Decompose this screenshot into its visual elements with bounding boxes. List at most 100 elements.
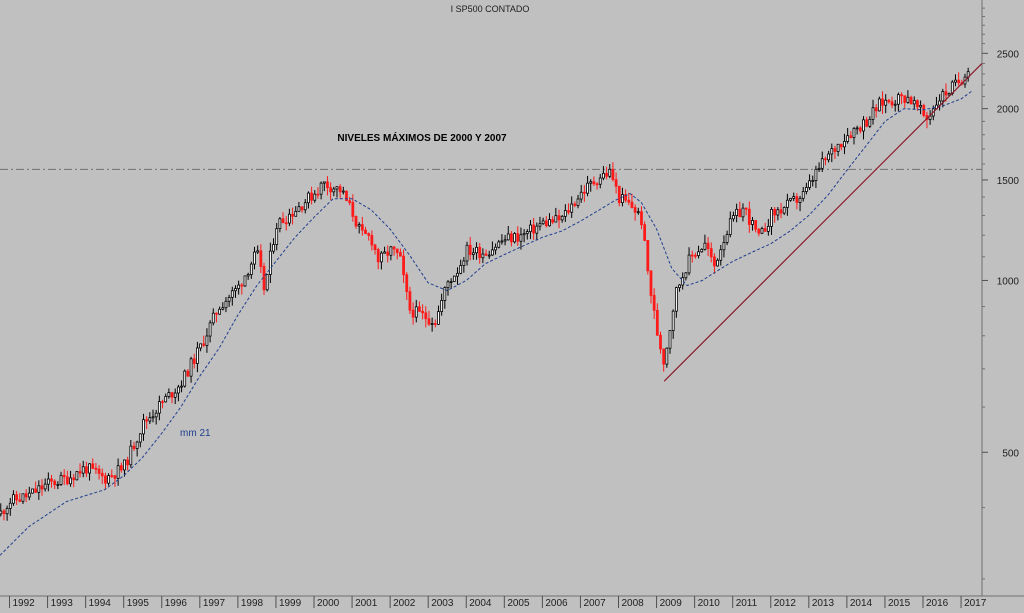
candle-body [15, 494, 19, 501]
candle-body [43, 483, 47, 490]
candle-body [281, 218, 285, 224]
candle-body [227, 296, 231, 302]
candle-body [56, 484, 60, 486]
candle-body [595, 183, 599, 186]
candle-body [497, 241, 501, 248]
candle-body [640, 211, 643, 226]
time-axis-year-label: 2016 [926, 598, 949, 608]
candle-body [684, 272, 688, 279]
price-axis-tick-label: 500 [1002, 448, 1019, 459]
candle-body [5, 508, 9, 515]
candle-body [576, 198, 580, 206]
candle-body [262, 266, 266, 291]
candle-body [322, 181, 326, 184]
candle-body [525, 231, 529, 234]
candle-body [81, 466, 85, 474]
candle-body [770, 209, 773, 227]
candle-body [27, 492, 31, 498]
candle-body [811, 180, 815, 182]
time-axis-year-label: 2010 [698, 598, 721, 608]
candle-body [919, 105, 922, 108]
candle-body [881, 98, 884, 106]
candle-body [249, 263, 253, 275]
candle-body [430, 323, 434, 325]
candle-body [671, 310, 675, 331]
candle-body [912, 100, 916, 105]
candle-body [674, 287, 678, 312]
candle-body [338, 186, 342, 193]
candle-body [538, 223, 542, 227]
candle-body [75, 471, 79, 481]
time-axis-year-label: 2004 [469, 598, 492, 608]
candle-body [367, 233, 371, 236]
time-axis-year-label: 2013 [812, 598, 835, 608]
candle-body [776, 209, 780, 216]
candle-body [627, 199, 631, 203]
candle-body [643, 224, 647, 241]
candle-body [291, 213, 294, 217]
series-layer [0, 63, 983, 556]
candle-body [722, 241, 726, 251]
time-axis-year-label: 2012 [774, 598, 797, 608]
candle-body [129, 445, 133, 466]
candle-body [757, 228, 761, 234]
candle-body [808, 180, 811, 188]
candle-body [529, 224, 532, 233]
candle-body [272, 244, 275, 252]
candle-body [611, 168, 615, 180]
candle-body [424, 312, 428, 320]
candle-body [598, 177, 602, 185]
candle-body [716, 259, 719, 267]
candle-body [551, 219, 555, 223]
candle-body [167, 392, 171, 397]
candle-body [278, 218, 282, 230]
candle-body [659, 334, 662, 350]
candle-body [865, 119, 869, 127]
candle-body [110, 475, 114, 478]
candle-body [909, 96, 913, 105]
candle-body [196, 347, 199, 364]
candle-body [123, 459, 126, 471]
candle-body [846, 135, 850, 142]
candle-body [364, 229, 367, 234]
candle-body [541, 220, 545, 225]
candle-body [481, 253, 485, 259]
price-axis-tick-label: 2000 [997, 105, 1020, 116]
candle-body [503, 239, 507, 242]
candle-body [954, 79, 957, 83]
candle-body [805, 187, 808, 192]
candle-body [370, 234, 374, 246]
candle-body [513, 233, 516, 243]
candle-body [506, 233, 510, 241]
time-axis-year-label: 2007 [583, 598, 606, 608]
price-axis-tick-label: 2500 [997, 49, 1020, 60]
time-axis-year-label: 1992 [13, 598, 36, 608]
candle-body [192, 358, 196, 364]
candle-body [113, 475, 117, 479]
candle-body [877, 98, 881, 112]
candle-body [53, 480, 57, 486]
candle-body [944, 91, 948, 96]
candle-body [871, 107, 875, 120]
candle-body [554, 215, 558, 223]
time-axis-year-label: 2011 [736, 598, 758, 608]
candle-body [94, 467, 98, 470]
candle-body [452, 275, 456, 282]
candle-body [208, 322, 212, 337]
candle-body [399, 252, 402, 257]
candle-body [560, 215, 564, 221]
candle-body [624, 194, 627, 201]
candle-body [544, 220, 548, 227]
candle-body [694, 254, 697, 257]
time-axis-year-label: 2015 [888, 598, 911, 608]
candle-body [395, 248, 399, 254]
candle-body [437, 311, 440, 325]
candle-body [376, 249, 380, 263]
candle-body [890, 101, 894, 106]
time-axis: 1992 1993 1994 1995 1996 1997 1998 1999 2000 2001… [9, 596, 987, 609]
candle-body [40, 485, 44, 490]
candle-body [516, 233, 520, 242]
candle-body [567, 210, 570, 213]
candle-body [154, 412, 158, 418]
candle-body [827, 153, 830, 161]
